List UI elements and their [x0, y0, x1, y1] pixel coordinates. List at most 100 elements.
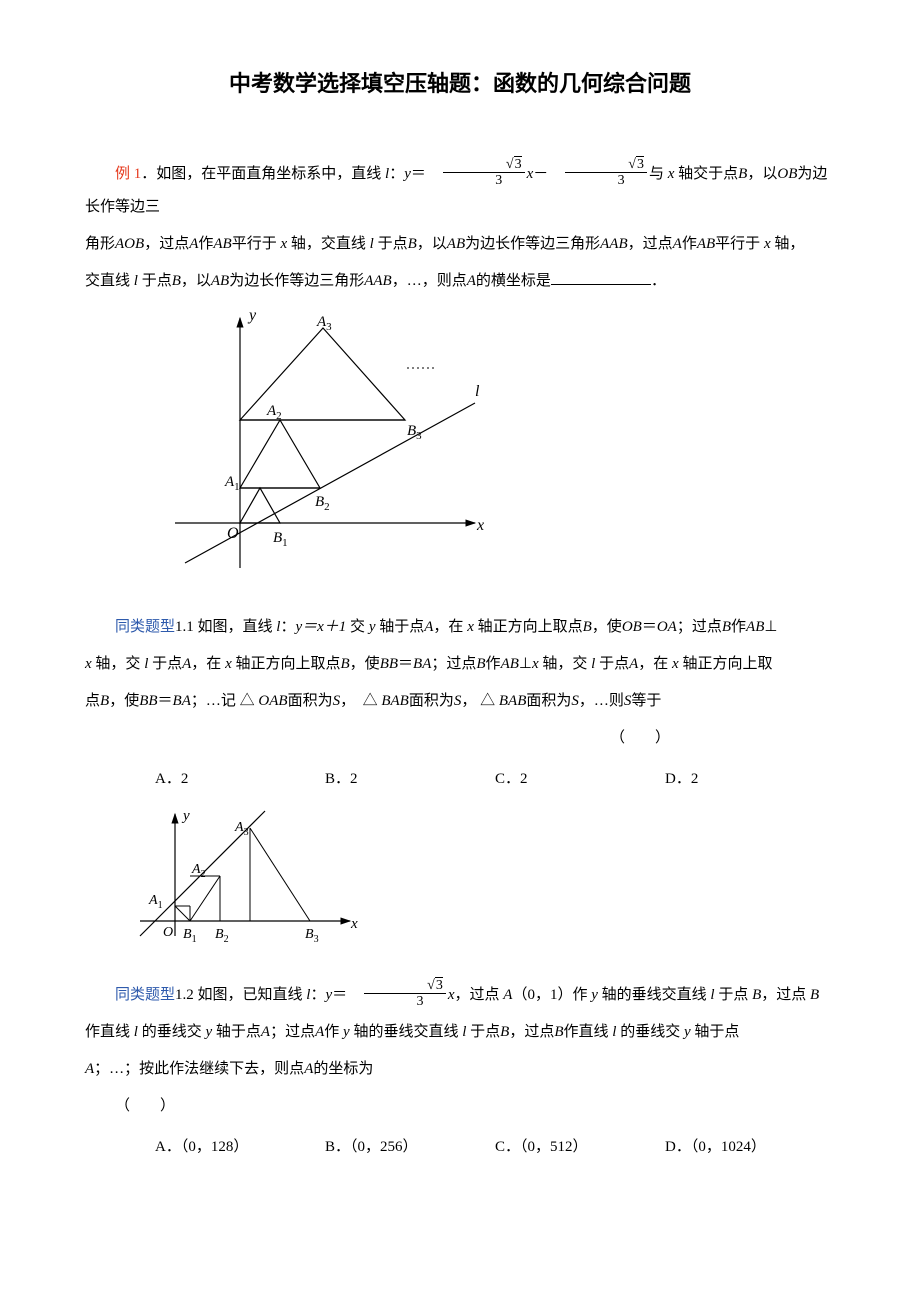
s11l2c: ，在: [191, 656, 225, 672]
av2: A: [673, 236, 682, 252]
s12cd: （0，1）作: [512, 987, 591, 1003]
s12a5: A: [304, 1061, 313, 1077]
s11l2d: 轴正方向上取点: [232, 656, 341, 672]
s12a2: A: [261, 1024, 270, 1040]
s12b: B: [752, 987, 761, 1003]
s12a4: A: [85, 1061, 94, 1077]
s12y4: y: [343, 1024, 350, 1040]
l3e: ，…，则点: [392, 273, 467, 289]
s11l3g: 面积为: [409, 693, 454, 709]
s11oa: OA: [657, 619, 677, 635]
s11l2f: ＝: [398, 656, 413, 672]
s12t2: ，过点: [455, 987, 504, 1003]
s11l3j: ，…则: [579, 693, 624, 709]
s12n: 1.2: [175, 987, 194, 1003]
opt-a2: A．（0，128）: [155, 1131, 325, 1164]
opt-b: B．2: [325, 763, 495, 796]
s11t5: 轴正方向上取点: [474, 619, 583, 635]
s12y2: y: [591, 987, 598, 1003]
l3d: 为边长作等边三角形: [229, 273, 364, 289]
s11l2l: ，在: [638, 656, 672, 672]
s11l3a: 点: [85, 693, 100, 709]
svg-text:O: O: [163, 925, 173, 940]
s11bab2: BAB: [499, 693, 527, 709]
s11a2: A: [182, 656, 191, 672]
s11t7: ；过点: [677, 619, 722, 635]
l3c: ，以: [181, 273, 211, 289]
s12t4: 于点: [715, 987, 753, 1003]
similar12-para2: 作直线 l 的垂线交 y 轴于点A；过点A作 y 轴的垂线交直线 l 于点B，过…: [85, 1016, 835, 1049]
frac2: 33: [565, 157, 647, 189]
s11ab: AB: [746, 619, 764, 635]
l3b: 于点: [138, 273, 172, 289]
s12l3b: 的坐标为: [313, 1061, 373, 1077]
l2g: ，以: [417, 236, 447, 252]
svg-text:A3: A3: [316, 314, 332, 333]
s12t1: 如图，已知直线: [194, 987, 307, 1003]
s11x3: x: [225, 656, 232, 672]
frac12: 33: [364, 978, 446, 1010]
bv2: B: [408, 236, 417, 252]
s12fd: 3: [364, 994, 446, 1009]
options-12: A．（0，128） B．（0，256） C．（0，512） D．（0，1024）: [85, 1131, 835, 1164]
s11p: ⊥: [764, 619, 777, 635]
paren1: （ ）: [85, 722, 835, 755]
bv3: B: [172, 273, 181, 289]
s11ba2: BA: [173, 693, 191, 709]
f2d: 3: [565, 173, 647, 188]
svg-text:O: O: [227, 525, 239, 542]
s11l2h: 作: [486, 656, 501, 672]
abv4: AB: [211, 273, 229, 289]
abv: AB: [213, 236, 231, 252]
similar12-para1: 同类题型1.2 如图，已知直线 l：y＝ 33x，过点 A（0，1）作 y 轴的…: [85, 979, 835, 1012]
s11b5: B: [100, 693, 109, 709]
eqp: ＝: [411, 166, 441, 182]
s11e2: ＝: [642, 619, 657, 635]
s12l2h: ，过点: [509, 1024, 554, 1040]
s11l3e: 面积为: [288, 693, 333, 709]
svg-text:A2: A2: [266, 403, 282, 422]
l3a: 交直线: [85, 273, 134, 289]
sim11-label: 同类题型: [115, 619, 175, 635]
s11b: B: [583, 619, 592, 635]
s11ob: OB: [622, 619, 642, 635]
f1d: 3: [443, 173, 525, 188]
mn: －: [533, 166, 563, 182]
figure-1: O y x l B1 A1 B2 A2 B3 A3: [175, 308, 835, 591]
l2f: 于点: [374, 236, 408, 252]
s11l3h: ， △: [461, 693, 499, 709]
abv3: AB: [697, 236, 715, 252]
l3f: 的横坐标是: [476, 273, 551, 289]
t2: ：: [389, 166, 404, 182]
svg-text:l: l: [475, 383, 480, 400]
s11s: S: [333, 693, 341, 709]
similar11-para2: x 轴，交 l 于点A，在 x 轴正方向上取点B，使BB＝BA；过点B作AB⊥x…: [85, 648, 835, 681]
s11l3f: ， △: [340, 693, 381, 709]
aob: AOB: [115, 236, 144, 252]
f2n: 3: [636, 156, 644, 172]
opt-c: C．2: [495, 763, 665, 796]
OBv: OB: [777, 166, 797, 182]
l2h: 为边长作等边三角形: [465, 236, 600, 252]
s11bb2: BB: [139, 693, 157, 709]
s12c: ：: [310, 987, 325, 1003]
s11t3: 轴于点: [375, 619, 424, 635]
s11eq: y＝x＋1: [295, 619, 346, 635]
s11s3: S: [571, 693, 579, 709]
svg-text:x: x: [476, 517, 484, 534]
s12l2b: 的垂线交: [138, 1024, 206, 1040]
svg-text:A1: A1: [224, 474, 240, 493]
s11t8: 作: [731, 619, 746, 635]
l2j: 作: [682, 236, 697, 252]
figure-2: O y x A1 A2 A3 B1 B2 B3: [135, 806, 835, 959]
s11l3i: 面积为: [526, 693, 571, 709]
s11l3d: ；…记 △: [191, 693, 259, 709]
example1-para2: 角形AOB，过点A作AB平行于 x 轴，交直线 l 于点B，以AB为边长作等边三…: [85, 228, 835, 261]
svg-text:x: x: [350, 916, 358, 932]
svg-text:B1: B1: [273, 530, 288, 549]
s12l3a: ；…；按此作法继续下去，则点: [94, 1061, 304, 1077]
s12x: x: [448, 987, 455, 1003]
s11c: ：: [280, 619, 295, 635]
s11l2m: 轴正方向上取: [679, 656, 773, 672]
s11b2: B: [722, 619, 731, 635]
